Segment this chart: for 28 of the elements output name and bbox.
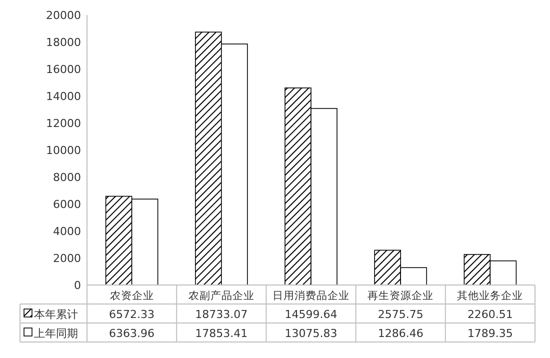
data-label: 1789.35	[467, 327, 513, 340]
data-label: 2260.51	[467, 308, 513, 321]
y-tick-label: 8000	[53, 171, 81, 184]
data-label: 18733.07	[195, 308, 248, 321]
data-label: 6363.96	[109, 327, 155, 340]
data-label: 6572.33	[109, 308, 155, 321]
data-label: 17853.41	[195, 327, 248, 340]
data-label: 13075.83	[284, 327, 338, 340]
y-tick-label: 20000	[46, 9, 81, 22]
x-tick-label: 农资企业	[110, 289, 154, 302]
y-tick-label: 2000	[53, 252, 81, 265]
y-tick-label: 16000	[46, 63, 81, 76]
y-tick-label: 12000	[46, 117, 81, 130]
data-label: 2575.75	[378, 308, 424, 321]
x-tick-label: 农副产品企业	[188, 289, 254, 302]
y-tick-label: 10000	[46, 144, 81, 157]
y-tick-label: 18000	[46, 36, 81, 49]
legend-label: 本年累计	[34, 308, 78, 321]
y-tick-label: 6000	[53, 198, 81, 211]
y-tick-label: 14000	[46, 90, 81, 103]
x-tick-label: 日用消费品企业	[272, 289, 350, 302]
data-label: 14599.64	[284, 308, 338, 321]
y-tick-label: 4000	[53, 225, 81, 238]
data-label: 1286.46	[378, 327, 424, 340]
x-tick-label: 再生资源企业	[368, 289, 434, 302]
y-tick-label: 0	[74, 279, 81, 292]
legend-label: 上年同期	[34, 327, 78, 340]
x-tick-label: 其他业务企业	[457, 289, 524, 302]
